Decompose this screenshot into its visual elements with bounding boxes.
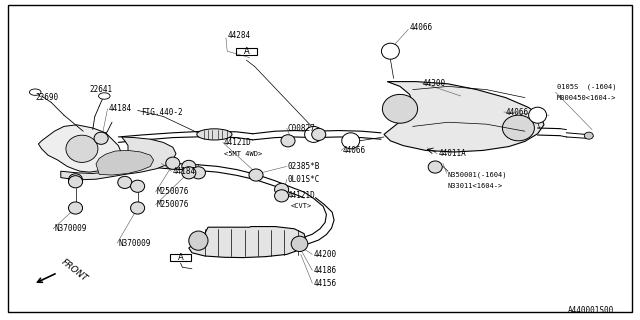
- Text: A440001S00: A440001S00: [568, 306, 614, 315]
- Polygon shape: [384, 82, 544, 152]
- Ellipse shape: [118, 176, 132, 188]
- Ellipse shape: [584, 132, 593, 139]
- Ellipse shape: [191, 167, 205, 179]
- Ellipse shape: [182, 160, 196, 172]
- Ellipse shape: [342, 133, 360, 149]
- Ellipse shape: [166, 157, 180, 169]
- Ellipse shape: [68, 176, 83, 188]
- Text: 0105S  (-1604): 0105S (-1604): [557, 83, 616, 90]
- Ellipse shape: [383, 94, 418, 123]
- Ellipse shape: [312, 128, 326, 140]
- Ellipse shape: [182, 167, 196, 179]
- Text: 22690: 22690: [35, 93, 58, 102]
- Ellipse shape: [291, 236, 308, 252]
- Ellipse shape: [249, 169, 263, 181]
- Ellipse shape: [197, 129, 232, 140]
- Text: FRONT: FRONT: [60, 257, 90, 284]
- Text: A: A: [178, 253, 183, 262]
- Ellipse shape: [94, 132, 108, 144]
- Text: M250076: M250076: [157, 200, 189, 209]
- Text: N370009: N370009: [118, 239, 151, 248]
- Polygon shape: [61, 137, 176, 180]
- Text: <5MT 4WD>: <5MT 4WD>: [224, 151, 262, 156]
- Text: <CVT>: <CVT>: [291, 204, 312, 209]
- Ellipse shape: [68, 202, 83, 214]
- Text: 44200: 44200: [314, 250, 337, 259]
- Ellipse shape: [275, 183, 289, 196]
- Text: N370009: N370009: [54, 224, 87, 233]
- Text: 44066: 44066: [506, 108, 529, 116]
- Ellipse shape: [428, 161, 442, 173]
- Text: 02385*B: 02385*B: [288, 162, 321, 171]
- Text: M000450<1604->: M000450<1604->: [557, 95, 616, 100]
- Ellipse shape: [529, 107, 547, 123]
- Text: N33011<1604->: N33011<1604->: [448, 183, 503, 188]
- Text: C00827: C00827: [288, 124, 316, 132]
- Text: 22641: 22641: [90, 85, 113, 94]
- Text: 44300: 44300: [422, 79, 445, 88]
- Ellipse shape: [305, 126, 323, 142]
- Text: 44121D: 44121D: [288, 191, 316, 200]
- Ellipse shape: [29, 89, 41, 95]
- Polygon shape: [189, 227, 306, 258]
- Text: 44284: 44284: [227, 31, 250, 40]
- Text: 0L01S*C: 0L01S*C: [288, 175, 321, 184]
- Text: N350001(-1604): N350001(-1604): [448, 171, 508, 178]
- Ellipse shape: [99, 93, 110, 99]
- Polygon shape: [96, 150, 154, 175]
- Ellipse shape: [281, 135, 295, 147]
- Text: 44156: 44156: [314, 279, 337, 288]
- Text: 44121D: 44121D: [224, 138, 252, 147]
- Ellipse shape: [68, 174, 83, 186]
- Text: FIG.440-2: FIG.440-2: [141, 108, 182, 116]
- Text: 44066: 44066: [342, 146, 365, 155]
- Text: 44011A: 44011A: [438, 149, 466, 158]
- Text: 44184: 44184: [109, 104, 132, 113]
- Bar: [170, 254, 191, 261]
- Bar: [236, 48, 257, 55]
- Text: 44066: 44066: [410, 23, 433, 32]
- Ellipse shape: [502, 115, 534, 141]
- Ellipse shape: [131, 180, 145, 192]
- Ellipse shape: [381, 43, 399, 59]
- Ellipse shape: [131, 202, 145, 214]
- Polygon shape: [38, 125, 122, 172]
- Text: 44184: 44184: [173, 167, 196, 176]
- Ellipse shape: [66, 135, 98, 163]
- Text: A: A: [244, 47, 249, 56]
- Ellipse shape: [189, 231, 208, 250]
- Text: 44186: 44186: [314, 266, 337, 275]
- Ellipse shape: [275, 190, 289, 202]
- Text: M250076: M250076: [157, 188, 189, 196]
